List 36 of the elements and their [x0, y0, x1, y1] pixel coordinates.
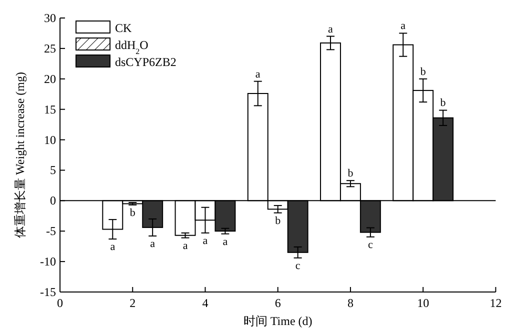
y-tick-label: 10 — [44, 132, 56, 147]
data-label: a — [182, 240, 188, 252]
y-tick-label: 5 — [50, 163, 56, 178]
data-label: a — [202, 234, 208, 247]
y-tick-label: -10 — [40, 254, 56, 269]
y-axis-title: 体重增长量 Weight increase (mg) — [13, 72, 27, 238]
y-tick-label: 0 — [50, 194, 56, 208]
data-label: b — [275, 214, 282, 227]
data-label: b — [130, 206, 136, 219]
data-label: a — [222, 236, 228, 248]
x-tick-label: 10 — [417, 296, 430, 310]
x-axis-title: 时间 Time (d) — [243, 314, 312, 328]
data-label: b — [420, 66, 426, 78]
data-label: b — [348, 168, 354, 180]
y-tick-label: 25 — [44, 41, 56, 56]
data-label: a — [328, 23, 334, 36]
x-tick-label: 8 — [347, 296, 354, 310]
data-label: a — [400, 20, 406, 32]
x-tick-label: 6 — [274, 296, 281, 310]
legend-label: ddH$_{2}$O — [115, 38, 149, 56]
data-label: c — [295, 260, 300, 272]
data-label: a — [255, 68, 260, 80]
y-tick-label: 20 — [44, 72, 56, 86]
legend-label: dsCYP6ZB2 — [115, 55, 176, 69]
y-tick-label: -5 — [46, 224, 56, 238]
data-label: b — [440, 97, 446, 110]
data-label: a — [150, 238, 156, 250]
y-tick-label: 30 — [44, 11, 56, 25]
y-tick-label: 15 — [44, 102, 56, 116]
data-label: a — [110, 241, 116, 254]
legend-label: CK — [115, 21, 132, 35]
x-tick-label: 12 — [490, 296, 502, 310]
x-tick-label: 4 — [202, 296, 208, 310]
data-label: c — [368, 238, 373, 251]
x-tick-label: 2 — [130, 296, 136, 310]
y-tick-label: -15 — [40, 285, 56, 299]
